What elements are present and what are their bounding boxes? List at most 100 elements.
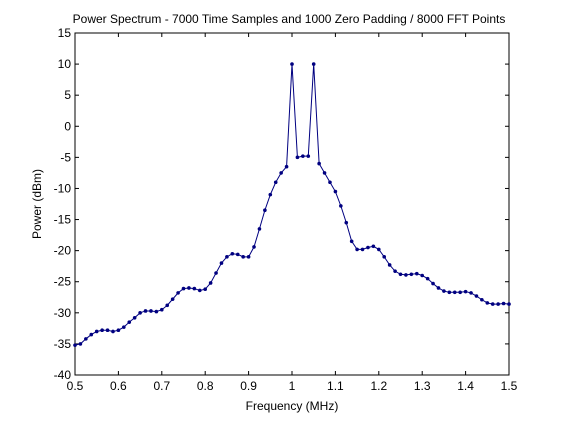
data-point: [252, 245, 256, 249]
x-axis-label: Frequency (MHz): [246, 399, 339, 413]
data-point: [181, 286, 186, 291]
data-point: [279, 171, 283, 175]
data-point: [225, 255, 229, 259]
data-point: [246, 255, 251, 259]
data-point: [208, 281, 213, 285]
data-point: [219, 261, 224, 265]
x-tick-label: 1.5: [501, 379, 518, 393]
data-point: [458, 290, 462, 295]
data-point: [501, 301, 506, 306]
data-point: [447, 290, 452, 295]
data-point: [496, 302, 500, 306]
data-point: [273, 180, 278, 185]
data-point: [409, 272, 414, 277]
data-point: [442, 289, 446, 293]
data-point: [425, 276, 430, 281]
y-tick-label: -20: [54, 244, 72, 258]
data-point: [290, 62, 294, 66]
data-point: [295, 155, 300, 160]
data-point: [452, 290, 457, 295]
data-point: [333, 189, 338, 194]
data-point: [301, 154, 305, 158]
data-point: [122, 325, 126, 329]
data-point: [132, 315, 137, 320]
data-point: [317, 161, 321, 166]
data-point: [382, 255, 387, 259]
data-point: [311, 62, 316, 66]
data-point: [154, 309, 159, 314]
data-point: [111, 329, 115, 334]
data-point: [474, 294, 479, 298]
y-tick-label: -40: [54, 368, 72, 382]
data-point: [89, 332, 94, 337]
data-point: [480, 297, 484, 302]
data-point: [366, 245, 370, 250]
data-point: [436, 286, 441, 290]
data-point: [143, 309, 148, 313]
data-point: [284, 164, 289, 169]
data-point: [414, 271, 419, 276]
data-point: [105, 328, 110, 333]
y-tick-label: -10: [54, 181, 72, 195]
data-point: [404, 273, 408, 277]
data-point: [371, 244, 376, 249]
data-point: [387, 263, 392, 267]
data-point: [490, 302, 495, 306]
data-point: [230, 251, 235, 256]
x-tick-label: 1: [289, 379, 296, 393]
y-tick-label: -25: [54, 275, 72, 289]
x-tick-label: 1.4: [457, 379, 474, 393]
data-point: [268, 192, 273, 197]
y-tick-label: 15: [58, 26, 72, 40]
data-point: [507, 302, 511, 306]
axis-ticks: 0.5 0.6 0.7 0.8 0.9 1 1.1 1.2 1.3 1.4 1.5 -40 -35 -30…: [54, 26, 518, 393]
data-point: [463, 289, 468, 294]
x-tick-label: 0.7: [153, 379, 170, 393]
data-point: [485, 301, 490, 305]
x-tick-label: 1.2: [370, 379, 387, 393]
data-point: [160, 307, 164, 312]
data-point: [78, 342, 83, 346]
data-point: [100, 328, 104, 333]
data-point: [257, 227, 262, 231]
x-tick-label: 1.3: [414, 379, 431, 393]
data-point: [328, 180, 332, 185]
data-point: [322, 171, 327, 175]
data-point: [214, 271, 218, 275]
data-point: [263, 208, 267, 213]
data-point: [176, 291, 180, 295]
y-tick-label: -5: [60, 150, 71, 164]
data-point: [165, 303, 170, 308]
data-point: [306, 154, 311, 158]
data-point: [431, 281, 435, 286]
data-point: [393, 269, 397, 273]
y-tick-label: 10: [58, 57, 72, 71]
data-point: [192, 286, 197, 291]
chart-title: Power Spectrum - 7000 Time Samples and 1…: [73, 12, 506, 26]
x-tick-label: 0.6: [110, 379, 127, 393]
data-point: [187, 286, 191, 290]
y-tick-label: 5: [64, 88, 71, 102]
plot-area: 0.5 0.6 0.7 0.8 0.9 1 1.1 1.2 1.3 1.4 1.5 -40 -35 -30…: [54, 26, 518, 393]
data-point: [349, 239, 354, 244]
data-point: [360, 247, 365, 252]
data-point: [149, 309, 153, 313]
data-point: [420, 273, 425, 278]
data-point: [138, 311, 142, 315]
data-point: [170, 297, 175, 301]
data-point: [339, 204, 343, 208]
data-point: [377, 247, 381, 252]
data-point: [84, 337, 88, 341]
data-point: [235, 252, 240, 257]
axes-frame: [74, 32, 510, 376]
x-tick-label: 1.1: [327, 379, 344, 393]
y-tick-label: -15: [54, 213, 72, 227]
y-axis-label: Power (dBm): [30, 169, 44, 239]
x-tick-label: 0.8: [197, 379, 214, 393]
x-tick-label: 0.5: [67, 379, 84, 393]
x-tick-label: 0.9: [240, 379, 257, 393]
y-tick-label: 0: [64, 119, 71, 133]
data-point: [73, 343, 77, 347]
y-tick-label: -35: [54, 337, 72, 351]
